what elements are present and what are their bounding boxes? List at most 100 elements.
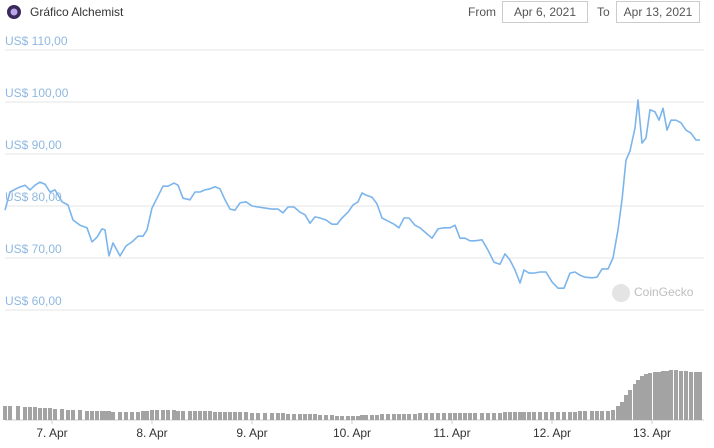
- volume-bar: [527, 412, 531, 420]
- volume-bar: [583, 411, 587, 420]
- volume-bar: [250, 413, 254, 420]
- volume-bar: [48, 408, 52, 420]
- volume-bar: [430, 413, 434, 420]
- volume-bar: [694, 372, 698, 420]
- to-label: To: [597, 5, 610, 19]
- volume-bar: [640, 376, 644, 420]
- volume-bar: [578, 411, 582, 420]
- volume-bar: [263, 413, 267, 420]
- y-tick-label: US$ 100,00: [5, 86, 69, 100]
- volume-bar: [522, 412, 526, 420]
- volume-bar: [653, 372, 657, 420]
- volume-bar: [562, 412, 566, 420]
- volume-bar: [103, 411, 107, 420]
- volume-bar: [330, 415, 334, 420]
- coin-icon-inner: [10, 8, 18, 16]
- volume-bar: [118, 412, 122, 420]
- x-tick-label: 11. Apr: [433, 426, 470, 440]
- volume-bar: [136, 412, 140, 420]
- volume-bar: [78, 410, 82, 420]
- volume-bar: [228, 412, 232, 420]
- volume-bar: [303, 414, 307, 420]
- volume-bar: [624, 395, 628, 420]
- volume-bar: [198, 411, 202, 420]
- volume-bar: [141, 411, 145, 420]
- volume-bar: [335, 416, 339, 420]
- volume-bar: [43, 408, 47, 420]
- volume-bar: [550, 412, 554, 420]
- volume-bar: [124, 412, 128, 420]
- volume-bar: [85, 411, 89, 420]
- volume-bar: [346, 416, 350, 420]
- volume-bar: [498, 413, 502, 420]
- volume-bar: [256, 413, 260, 420]
- x-tick-label: 10. Apr: [333, 426, 371, 440]
- volume-bar: [698, 372, 702, 420]
- volume-bar: [573, 412, 577, 420]
- volume-bar: [218, 412, 222, 420]
- volume-bar: [669, 370, 673, 420]
- chart-title: Gráfico Alchemist: [30, 5, 124, 19]
- x-tick-label: 9. Apr: [236, 426, 267, 440]
- volume-bar: [468, 413, 472, 420]
- volume-bar: [8, 406, 12, 420]
- volume-bar: [276, 413, 280, 420]
- volume-bar: [448, 413, 452, 420]
- volume-bar: [674, 370, 678, 420]
- volume-bar: [203, 411, 207, 420]
- volume-bar: [107, 411, 111, 420]
- volume-bar: [286, 414, 290, 420]
- volume-bar: [193, 411, 197, 420]
- volume-bar: [172, 410, 176, 420]
- volume-bar: [644, 374, 648, 420]
- volume-bar: [166, 410, 170, 420]
- volume-bar: [436, 413, 440, 420]
- volume-bar: [188, 411, 192, 420]
- volume-bar: [453, 413, 457, 420]
- volume-bar: [23, 407, 27, 420]
- volume-bar: [95, 411, 99, 420]
- volume-bar: [657, 372, 661, 420]
- volume-bar: [100, 411, 104, 420]
- volume-bar: [313, 414, 317, 420]
- volume-bar: [418, 413, 422, 420]
- volume-bar: [689, 372, 693, 420]
- volume-bar: [60, 409, 64, 420]
- volume-bar: [28, 407, 32, 420]
- volume-bar: [532, 412, 536, 420]
- volume-bar: [590, 411, 594, 420]
- volume-bar: [238, 412, 242, 420]
- y-tick-label: US$ 90,00: [5, 138, 62, 152]
- volume-bar: [16, 406, 20, 420]
- y-tick-label: US$ 80,00: [5, 190, 62, 204]
- volume-bar: [473, 413, 477, 420]
- x-tick-label: 12. Apr: [533, 426, 571, 440]
- volume-bar: [538, 412, 542, 420]
- volume-bar: [66, 410, 70, 420]
- volume-bar: [636, 380, 640, 420]
- volume-bar: [620, 402, 624, 420]
- volume-bar: [244, 412, 248, 420]
- volume-bar: [600, 411, 604, 420]
- volume-bar: [544, 412, 548, 420]
- to-date-input[interactable]: Apr 13, 2021: [616, 1, 700, 23]
- volume-bar: [324, 415, 328, 420]
- volume-bar: [513, 412, 517, 420]
- volume-bar: [458, 413, 462, 420]
- volume-bar: [611, 410, 615, 420]
- volume-bar: [308, 414, 312, 420]
- volume-bar: [176, 411, 180, 420]
- volume-bar: [616, 406, 620, 420]
- from-date-input[interactable]: Apr 6, 2021: [502, 1, 588, 23]
- volume-bar: [270, 413, 274, 420]
- volume-bar: [233, 412, 237, 420]
- x-tick-label: 8. Apr: [136, 426, 167, 440]
- volume-bar: [155, 410, 159, 420]
- volume-bar: [145, 411, 149, 420]
- volume-bar: [407, 414, 411, 420]
- volume-bar: [38, 408, 42, 420]
- volume-bar: [111, 412, 115, 420]
- volume-bar: [33, 407, 37, 420]
